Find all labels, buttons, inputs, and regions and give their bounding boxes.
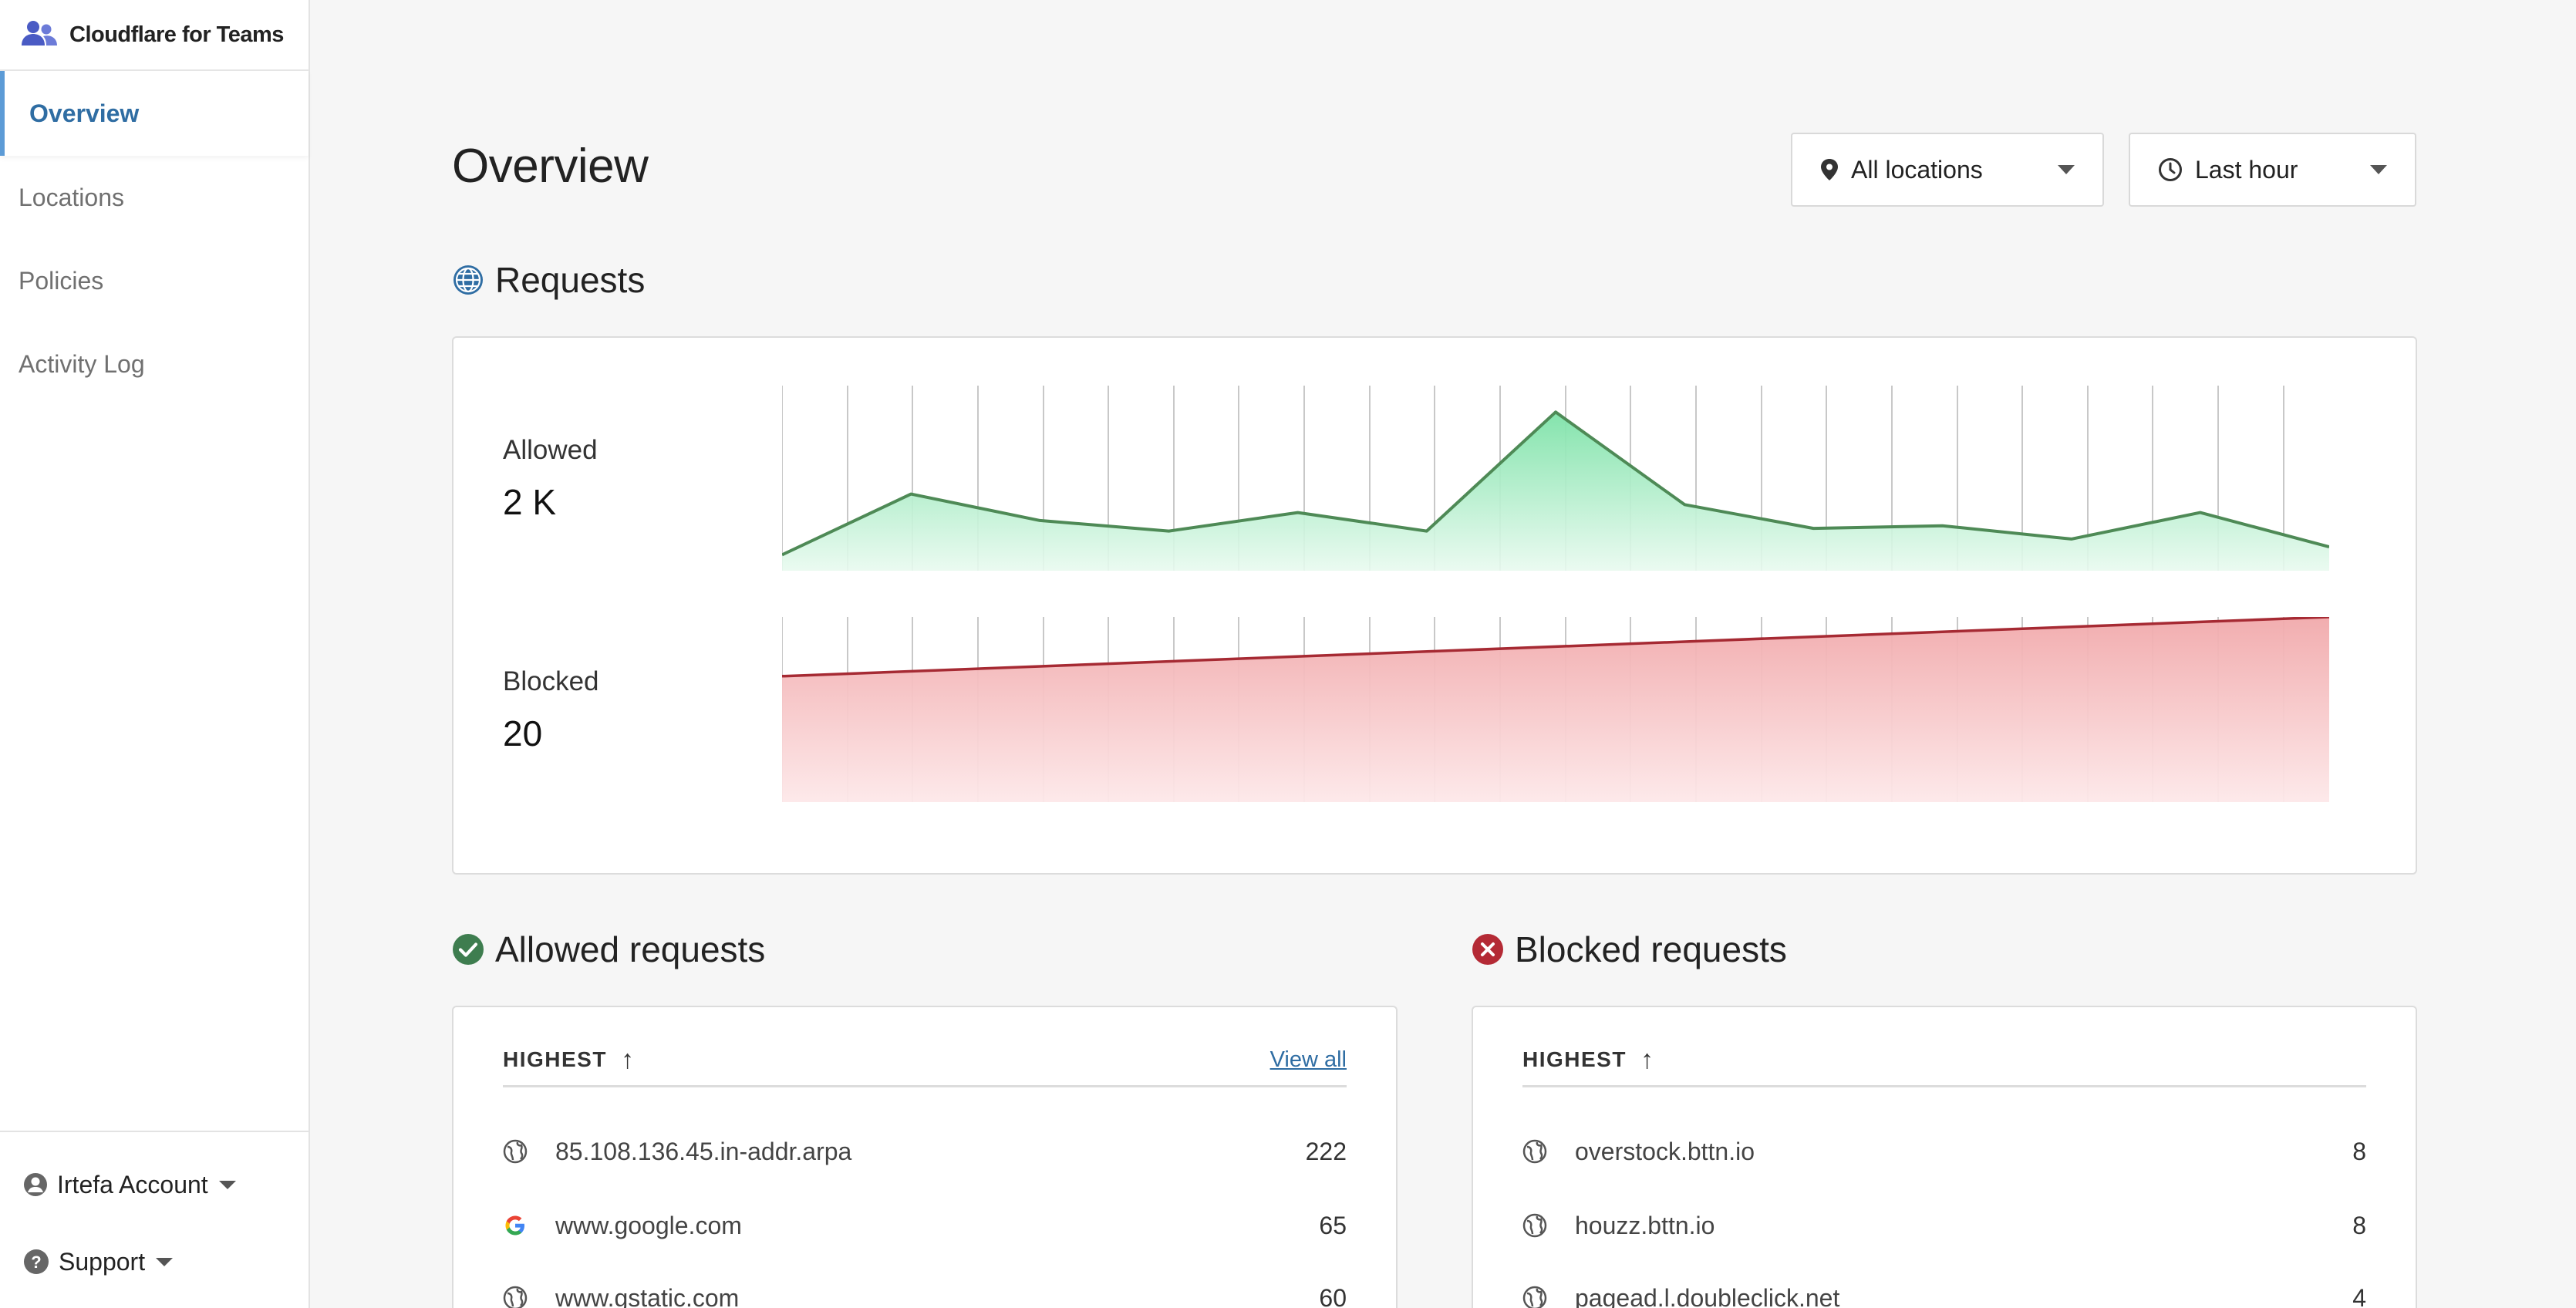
sidebar-item-activity-log[interactable]: Activity Log <box>19 349 145 378</box>
list-item-count: 60 <box>1319 1283 1347 1308</box>
sidebar-nav: Overview Locations Policies Activity Log <box>0 71 309 406</box>
time-filter-dropdown[interactable]: Last hour <box>2129 133 2416 207</box>
list-item-count: 8 <box>2352 1211 2366 1239</box>
svg-text:?: ? <box>31 1252 41 1272</box>
account-label: Irtefa Account <box>57 1170 208 1198</box>
allowed-requests-section-title: Allowed requests <box>452 929 765 970</box>
sidebar-footer: Irtefa Account ? Support <box>0 1131 309 1308</box>
view-all-link[interactable]: View all <box>1269 1047 1347 1072</box>
help-icon: ? <box>24 1249 49 1274</box>
list-item-name: overstock.bttn.io <box>1575 1137 1755 1165</box>
list-item-name: www.gstatic.com <box>555 1283 740 1308</box>
brand-name: Cloudflare for Teams <box>69 22 284 47</box>
account-menu[interactable]: Irtefa Account <box>0 1146 309 1223</box>
chevron-down-icon <box>218 1180 236 1189</box>
clock-icon <box>2159 158 2182 181</box>
sidebar: Cloudflare for Teams Overview Locations … <box>0 0 310 1308</box>
list-item[interactable]: www.gstatic.com 60 <box>503 1263 1347 1308</box>
arrow-up-icon: ↑ <box>1640 1045 1655 1074</box>
list-item[interactable]: www.google.com 65 <box>503 1191 1347 1260</box>
blocked-series-line <box>782 617 2329 678</box>
list-item-name: houzz.bttn.io <box>1575 1211 1715 1239</box>
location-pin-icon <box>1821 159 1838 180</box>
google-icon <box>503 1213 528 1238</box>
x-circle-icon <box>1472 934 1503 965</box>
page-title: Overview <box>452 140 649 193</box>
users-icon <box>22 21 57 46</box>
sidebar-item-overview[interactable]: Overview <box>0 71 309 156</box>
allowed-requests-card: HIGHEST ↑ View all 85.108.136.45.in-addr… <box>452 1006 1398 1308</box>
check-circle-icon <box>453 934 484 965</box>
list-item-count: 4 <box>2352 1283 2366 1308</box>
allowed-series-line <box>782 410 2329 557</box>
allowed-chart <box>782 386 2329 571</box>
chevron-down-icon <box>2058 165 2075 174</box>
globe-icon <box>1522 1286 1547 1308</box>
support-menu[interactable]: ? Support <box>0 1223 309 1300</box>
time-filter-value: Last hour <box>2195 155 2298 184</box>
blocked-requests-title: Blocked requests <box>1515 929 1787 969</box>
blocked-requests-section-title: Blocked requests <box>1472 929 1787 970</box>
allowed-metric-label: Allowed <box>503 435 598 465</box>
blocked-metric-value: 20 <box>503 713 543 753</box>
requests-card: Allowed 2 K Blocked 20 <box>452 336 2417 875</box>
allowed-metric-value: 2 K <box>503 482 557 522</box>
globe-icon <box>1522 1139 1547 1164</box>
globe-icon <box>503 1286 528 1308</box>
location-filter-dropdown[interactable]: All locations <box>1791 133 2104 207</box>
requests-title: Requests <box>495 260 646 300</box>
globe-icon <box>453 265 483 295</box>
sort-label: HIGHEST <box>1522 1047 1627 1071</box>
location-filter-value: All locations <box>1851 155 1983 184</box>
chevron-down-icon <box>156 1257 174 1266</box>
list-item-count: 8 <box>2352 1137 2366 1165</box>
list-item-name: www.google.com <box>555 1211 742 1239</box>
list-item[interactable]: houzz.bttn.io 8 <box>1522 1191 2366 1260</box>
sort-highest-button[interactable]: HIGHEST ↑ <box>1522 1045 1655 1074</box>
list-item-count: 65 <box>1319 1211 1347 1239</box>
list-item-name: 85.108.136.45.in-addr.arpa <box>555 1137 852 1165</box>
allowed-requests-title: Allowed requests <box>495 929 766 969</box>
blocked-list-header: HIGHEST ↑ <box>1522 1047 2366 1087</box>
support-label: Support <box>59 1247 146 1276</box>
list-item-count: 222 <box>1305 1137 1347 1165</box>
sidebar-item-policies[interactable]: Policies <box>19 266 104 295</box>
blocked-requests-card: HIGHEST ↑ overstock.bttn.io 8 houzz.bttn… <box>1472 1006 2417 1308</box>
list-item[interactable]: overstock.bttn.io 8 <box>1522 1117 2366 1186</box>
account-icon <box>24 1173 47 1196</box>
sort-label: HIGHEST <box>503 1047 607 1071</box>
requests-section-title: Requests <box>452 259 645 301</box>
blocked-chart <box>782 617 2329 802</box>
list-item[interactable]: pagead.l.doubleclick.net 4 <box>1522 1263 2366 1308</box>
allowed-list-header: HIGHEST ↑ View all <box>503 1047 1347 1087</box>
blocked-series-area <box>782 617 2329 802</box>
arrow-up-icon: ↑ <box>620 1045 636 1074</box>
globe-icon <box>503 1139 528 1164</box>
sort-highest-button[interactable]: HIGHEST ↑ <box>503 1045 636 1074</box>
brand-header[interactable]: Cloudflare for Teams <box>0 0 309 71</box>
sidebar-item-locations[interactable]: Locations <box>19 183 124 211</box>
chevron-down-icon <box>2370 165 2387 174</box>
allowed-series-area <box>782 412 2329 571</box>
list-item-name: pagead.l.doubleclick.net <box>1575 1283 1840 1308</box>
globe-icon <box>1522 1213 1547 1238</box>
blocked-metric-label: Blocked <box>503 666 599 696</box>
list-item[interactable]: 85.108.136.45.in-addr.arpa 222 <box>503 1117 1347 1186</box>
